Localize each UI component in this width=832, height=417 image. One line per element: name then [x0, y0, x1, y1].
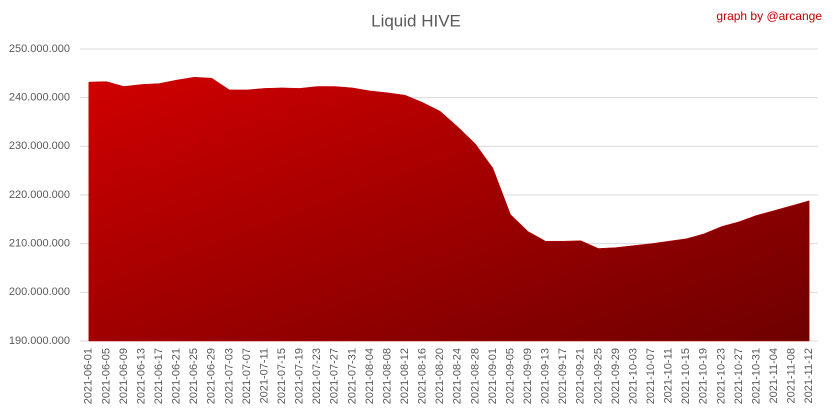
y-tick-label: 200.000.000	[9, 286, 70, 298]
x-tick-label: 2021-08-04	[364, 348, 376, 404]
x-tick-label: 2021-06-17	[153, 348, 165, 404]
x-tick-label: 2021-09-25	[592, 348, 604, 404]
y-tick-label: 240.000.000	[9, 92, 70, 104]
x-tick-label: 2021-10-11	[663, 348, 675, 403]
x-tick-label: 2021-06-29	[206, 348, 218, 404]
x-tick-label: 2021-06-21	[171, 348, 183, 404]
x-tick-label: 2021-06-09	[118, 348, 130, 404]
x-tick-label: 2021-06-13	[135, 348, 147, 404]
x-tick-label: 2021-09-05	[504, 348, 516, 404]
x-tick-label: 2021-07-03	[223, 348, 235, 404]
x-tick-label: 2021-10-31	[750, 348, 762, 404]
x-tick-label: 2021-08-12	[399, 348, 411, 404]
x-tick-label: 2021-07-07	[241, 348, 253, 404]
x-tick-label: 2021-09-21	[575, 348, 587, 404]
x-tick-label: 2021-07-19	[294, 348, 306, 404]
x-tick-label: 2021-09-01	[487, 348, 499, 404]
x-tick-label: 2021-08-20	[434, 348, 446, 404]
x-tick-label: 2021-08-24	[452, 348, 464, 404]
y-tick-label: 190.000.000	[9, 335, 70, 347]
x-tick-label: 2021-09-29	[610, 348, 622, 404]
annotation: graph by @arcange	[716, 9, 822, 23]
x-tick-label: 2021-09-13	[540, 348, 552, 404]
x-tick-label: 2021-06-25	[188, 348, 200, 404]
y-tick-label: 220.000.000	[9, 189, 70, 201]
x-tick-label: 2021-07-27	[329, 348, 341, 404]
x-tick-label: 2021-10-27	[733, 348, 745, 404]
x-tick-label: 2021-10-15	[680, 348, 692, 404]
x-tick-label: 2021-08-08	[381, 348, 393, 404]
x-tick-label: 2021-06-05	[100, 348, 112, 404]
x-tick-label: 2021-07-11	[258, 348, 270, 403]
x-tick-label: 2021-09-09	[522, 348, 534, 404]
x-tick-label: 2021-11-04	[768, 348, 780, 403]
y-tick-label: 210.000.000	[9, 238, 70, 250]
x-tick-label: 2021-10-07	[645, 348, 657, 404]
x-tick-label: 2021-06-01	[83, 348, 95, 404]
x-tick-label: 2021-07-31	[346, 348, 358, 404]
x-tick-label: 2021-10-03	[627, 348, 639, 404]
x-tick-label: 2021-08-16	[417, 348, 429, 404]
x-tick-label: 2021-08-28	[469, 348, 481, 404]
area	[88, 76, 810, 342]
x-tick-label: 2021-11-08	[786, 348, 798, 403]
chart-title: Liquid HIVE	[371, 11, 461, 30]
y-tick-label: 250.000.000	[9, 43, 70, 55]
x-tick-label: 2021-10-19	[698, 348, 710, 404]
x-tick-label: 2021-10-23	[715, 348, 727, 404]
x-tick-label: 2021-11-12	[803, 348, 815, 403]
y-tick-label: 230.000.000	[9, 140, 70, 152]
x-tick-label: 2021-09-17	[557, 348, 569, 404]
x-tick-label: 2021-07-23	[311, 348, 323, 404]
x-tick-label: 2021-07-15	[276, 348, 288, 404]
